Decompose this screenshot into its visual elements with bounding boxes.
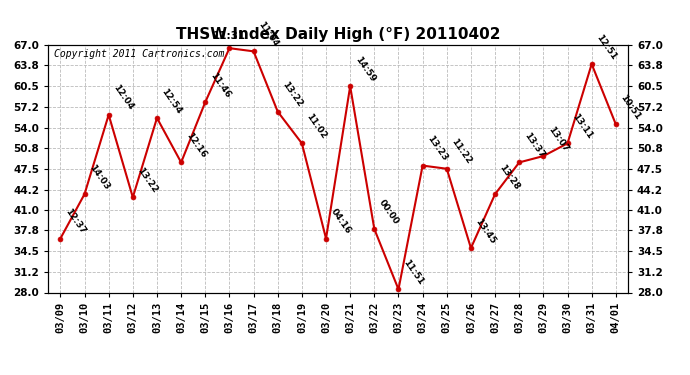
Text: 12:16: 12:16 bbox=[184, 131, 208, 160]
Text: 13:22: 13:22 bbox=[136, 166, 159, 195]
Text: 11:04: 11:04 bbox=[257, 20, 280, 49]
Text: 11:22: 11:22 bbox=[450, 137, 473, 166]
Title: THSW Index Daily High (°F) 20110402: THSW Index Daily High (°F) 20110402 bbox=[176, 27, 500, 42]
Text: 11:31: 11:31 bbox=[213, 31, 246, 41]
Text: 11:46: 11:46 bbox=[208, 70, 232, 99]
Text: 11:51: 11:51 bbox=[402, 258, 425, 286]
Text: 12:04: 12:04 bbox=[112, 83, 135, 112]
Text: 13:11: 13:11 bbox=[571, 112, 594, 141]
Text: 12:51: 12:51 bbox=[595, 33, 618, 61]
Text: 10:51: 10:51 bbox=[619, 93, 642, 122]
Text: 04:16: 04:16 bbox=[329, 207, 353, 236]
Text: 11:02: 11:02 bbox=[305, 112, 328, 141]
Text: 14:03: 14:03 bbox=[88, 163, 111, 191]
Text: 12:54: 12:54 bbox=[160, 87, 184, 115]
Text: Copyright 2011 Cartronics.com: Copyright 2011 Cartronics.com bbox=[54, 49, 224, 59]
Text: 14:59: 14:59 bbox=[353, 55, 377, 84]
Text: 13:28: 13:28 bbox=[498, 163, 522, 191]
Text: 13:37: 13:37 bbox=[522, 131, 546, 160]
Text: 13:07: 13:07 bbox=[546, 124, 570, 153]
Text: 13:23: 13:23 bbox=[426, 134, 449, 163]
Text: 00:00: 00:00 bbox=[377, 198, 401, 226]
Text: 13:45: 13:45 bbox=[474, 217, 497, 245]
Text: 12:37: 12:37 bbox=[63, 207, 87, 236]
Text: 13:22: 13:22 bbox=[281, 80, 304, 109]
